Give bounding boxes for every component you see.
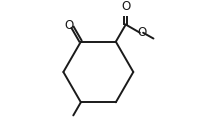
Text: O: O bbox=[138, 26, 147, 39]
Text: O: O bbox=[65, 19, 74, 32]
Text: O: O bbox=[121, 0, 130, 13]
